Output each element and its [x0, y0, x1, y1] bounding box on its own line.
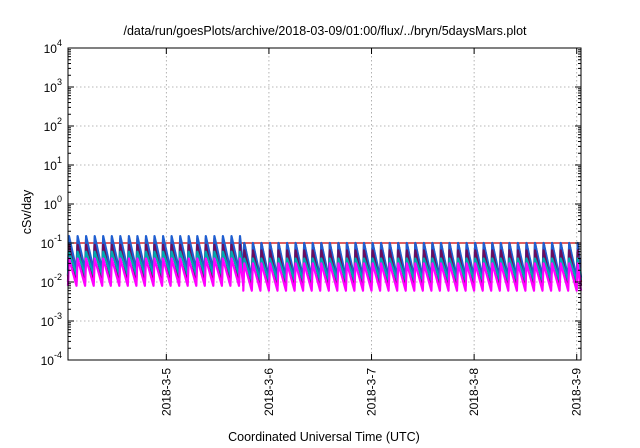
x-tick-label: 2018-3-5 — [159, 368, 173, 416]
x-tick-labels: 2018-3-5 2018-3-6 2018-3-7 2018-3-8 2018-3-9 — [159, 368, 583, 416]
y-axis-label: cSv/day — [20, 189, 34, 234]
y-tick-label: 104 — [44, 38, 62, 56]
x-tick-label: 2018-3-9 — [570, 368, 584, 416]
y-tick-label: 100 — [44, 194, 62, 212]
x-tick-label: 2018-3-8 — [467, 368, 481, 416]
chart-title: /data/run/goesPlots/archive/2018-03-09/0… — [123, 24, 527, 38]
y-tick-label: 10-3 — [41, 311, 62, 329]
series-line-5 — [66, 257, 583, 292]
y-tick-labels: 10-4 10-3 10-2 10-1 100 101 102 103 104 — [41, 38, 62, 368]
series-group — [66, 235, 583, 292]
grid — [68, 48, 581, 360]
y-tick-label: 10-4 — [41, 350, 62, 368]
y-tick-label: 103 — [44, 77, 62, 95]
y-tick-label: 10-1 — [41, 233, 62, 251]
x-tick-label: 2018-3-7 — [365, 368, 379, 416]
x-axis-label: Coordinated Universal Time (UTC) — [228, 430, 420, 444]
y-tick-label: 101 — [44, 155, 62, 173]
y-tick-label: 10-2 — [41, 272, 62, 290]
y-tick-label: 102 — [44, 116, 62, 134]
ticks — [68, 47, 581, 361]
x-tick-label: 2018-3-6 — [262, 368, 276, 416]
